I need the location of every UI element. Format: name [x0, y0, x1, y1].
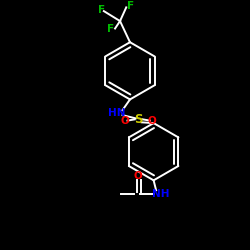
Text: O: O [120, 116, 130, 126]
Text: NH: NH [152, 189, 170, 199]
Text: F: F [98, 5, 105, 15]
Text: F: F [127, 1, 134, 11]
Text: F: F [107, 24, 114, 34]
Text: O: O [133, 171, 142, 181]
Text: HN: HN [108, 108, 125, 118]
Text: S: S [134, 113, 143, 126]
Text: O: O [148, 116, 157, 126]
